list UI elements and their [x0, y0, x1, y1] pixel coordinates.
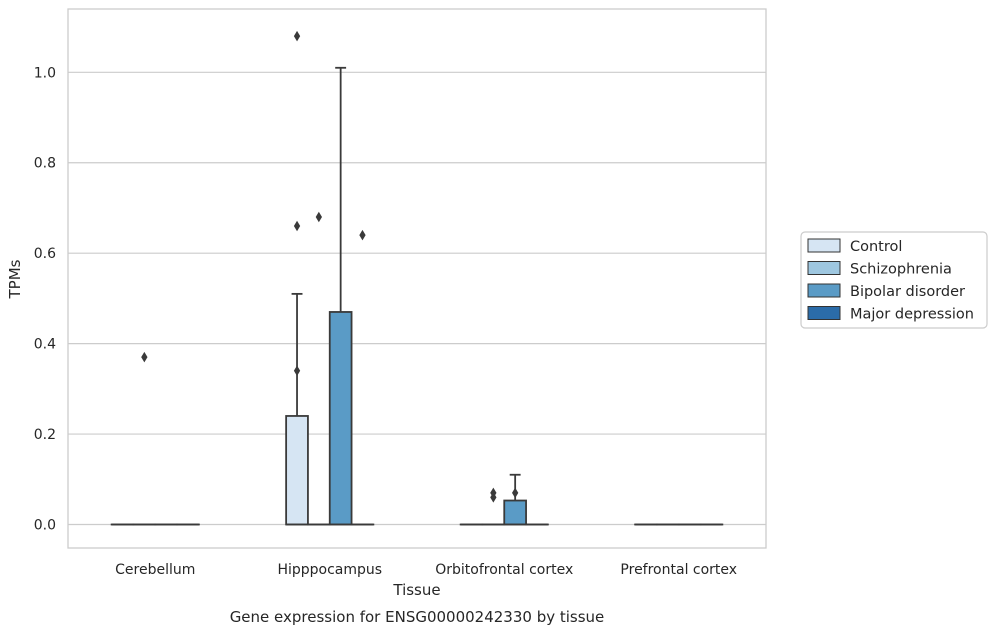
legend-swatch	[808, 262, 840, 275]
box-major-depression	[352, 230, 374, 525]
legend-swatch	[808, 307, 840, 320]
y-tick-label: 0.2	[34, 427, 56, 443]
box-schizophrenia	[133, 352, 155, 525]
legend-label: Control	[850, 239, 902, 255]
y-tick-label: 1.0	[34, 65, 56, 81]
x-tick-label: Prefrontal cortex	[620, 562, 737, 578]
box-control	[286, 31, 308, 525]
outlier-point	[359, 230, 365, 241]
y-tick-label: 0.6	[34, 246, 56, 262]
legend-swatch	[808, 284, 840, 297]
outlier-point	[141, 352, 147, 363]
box-bipolar-disorder	[330, 68, 352, 525]
box-schizophrenia	[482, 488, 504, 525]
outlier-point	[294, 365, 300, 376]
legend-label: Major depression	[850, 307, 974, 323]
outlier-point	[512, 488, 518, 499]
plot-area	[112, 31, 723, 525]
y-axis-label: TPMs	[6, 259, 24, 299]
box-bipolar-disorder	[504, 475, 526, 525]
y-tick-label: 0.8	[34, 156, 56, 172]
x-axis-label: Tissue	[392, 581, 440, 599]
plot-frame	[68, 9, 766, 548]
legend-label: Schizophrenia	[850, 262, 952, 278]
box-body	[504, 501, 526, 525]
legend: Control Schizophrenia Bipolar disorder Majo…	[801, 232, 987, 328]
outlier-point	[316, 212, 322, 223]
x-tick-label: Orbitofrontal cortex	[435, 562, 573, 578]
x-axis-ticks: Cerebellum Hipppocampus Orbitofrontal cort…	[115, 562, 737, 578]
chart-caption: Gene expression for ENSG00000242330 by t…	[230, 608, 605, 626]
x-tick-label: Cerebellum	[115, 562, 195, 578]
box-schizophrenia	[308, 212, 330, 525]
legend-label: Bipolar disorder	[850, 284, 965, 300]
y-axis-ticks: 0.0 0.2 0.4 0.6 0.8 1.0	[34, 65, 56, 533]
x-tick-label: Hipppocampus	[277, 562, 382, 578]
outlier-point	[294, 221, 300, 232]
outlier-point	[294, 31, 300, 41]
gridlines	[68, 72, 766, 524]
box-body	[330, 312, 352, 525]
y-tick-label: 0.0	[34, 517, 56, 533]
legend-swatch	[808, 239, 840, 252]
y-tick-label: 0.4	[34, 337, 56, 353]
box-body	[286, 416, 308, 525]
